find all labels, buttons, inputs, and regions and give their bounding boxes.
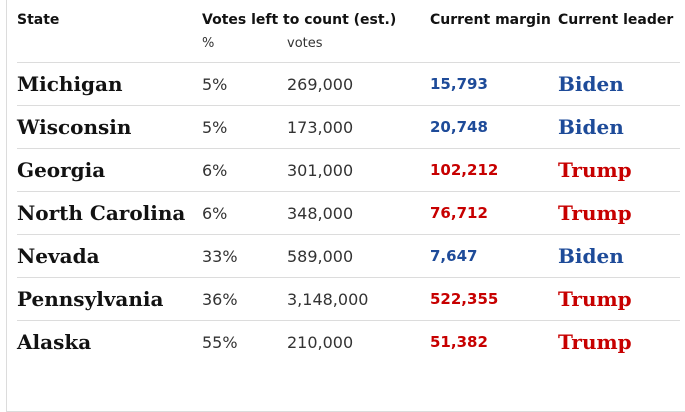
current-leader: Biden — [558, 105, 680, 149]
votes-left: 348,000 — [287, 191, 430, 235]
subheader-votes: votes — [287, 36, 323, 51]
current-margin: 20,748 — [430, 105, 558, 149]
state-name: Georgia — [17, 148, 202, 192]
header-state: State — [17, 12, 60, 28]
table-subheader-row: % votes — [17, 34, 680, 63]
current-margin: 76,712 — [430, 191, 558, 235]
current-leader: Biden — [558, 234, 680, 278]
state-name: North Carolina — [17, 191, 202, 235]
state-name: Michigan — [17, 62, 202, 106]
table-row: Nevada 33% 589,000 7,647 Biden — [17, 234, 680, 278]
current-margin: 7,647 — [430, 234, 558, 278]
current-leader: Trump — [558, 191, 680, 235]
pct-left: 55% — [202, 320, 287, 363]
votes-left: 210,000 — [287, 320, 430, 363]
table-row: Alaska 55% 210,000 51,382 Trump — [17, 320, 680, 363]
subheader-empty — [558, 34, 680, 63]
header-current-margin: Current margin — [430, 12, 551, 28]
current-margin: 522,355 — [430, 277, 558, 321]
subheader-empty — [17, 34, 202, 63]
table-header-row: State Votes left to count (est.) Current… — [17, 8, 680, 34]
current-leader: Trump — [558, 277, 680, 321]
table-frame: State Votes left to count (est.) Current… — [6, 0, 685, 412]
pct-left: 6% — [202, 191, 287, 235]
table-row: Wisconsin 5% 173,000 20,748 Biden — [17, 105, 680, 149]
table-row: North Carolina 6% 348,000 76,712 Trump — [17, 191, 680, 235]
pct-left: 6% — [202, 148, 287, 192]
votes-left: 3,148,000 — [287, 277, 430, 321]
subheader-empty — [430, 34, 558, 63]
votes-left: 269,000 — [287, 62, 430, 106]
state-name: Wisconsin — [17, 105, 202, 149]
current-leader: Trump — [558, 320, 680, 363]
votes-left: 301,000 — [287, 148, 430, 192]
table-row: Michigan 5% 269,000 15,793 Biden — [17, 62, 680, 106]
current-leader: Biden — [558, 62, 680, 106]
pct-left: 33% — [202, 234, 287, 278]
pct-left: 36% — [202, 277, 287, 321]
current-margin: 51,382 — [430, 320, 558, 363]
state-name: Nevada — [17, 234, 202, 278]
votes-left: 173,000 — [287, 105, 430, 149]
current-leader: Trump — [558, 148, 680, 192]
table-row: Georgia 6% 301,000 102,212 Trump — [17, 148, 680, 192]
state-name: Alaska — [17, 320, 202, 363]
subheader-pct: % — [202, 36, 215, 51]
votes-left-table: State Votes left to count (est.) Current… — [17, 8, 680, 363]
pct-left: 5% — [202, 105, 287, 149]
state-name: Pennsylvania — [17, 277, 202, 321]
current-margin: 15,793 — [430, 62, 558, 106]
votes-left: 589,000 — [287, 234, 430, 278]
table-row: Pennsylvania 36% 3,148,000 522,355 Trump — [17, 277, 680, 321]
current-margin: 102,212 — [430, 148, 558, 192]
pct-left: 5% — [202, 62, 287, 106]
header-current-leader: Current leader — [558, 12, 674, 28]
header-votes-left: Votes left to count (est.) — [202, 12, 397, 28]
